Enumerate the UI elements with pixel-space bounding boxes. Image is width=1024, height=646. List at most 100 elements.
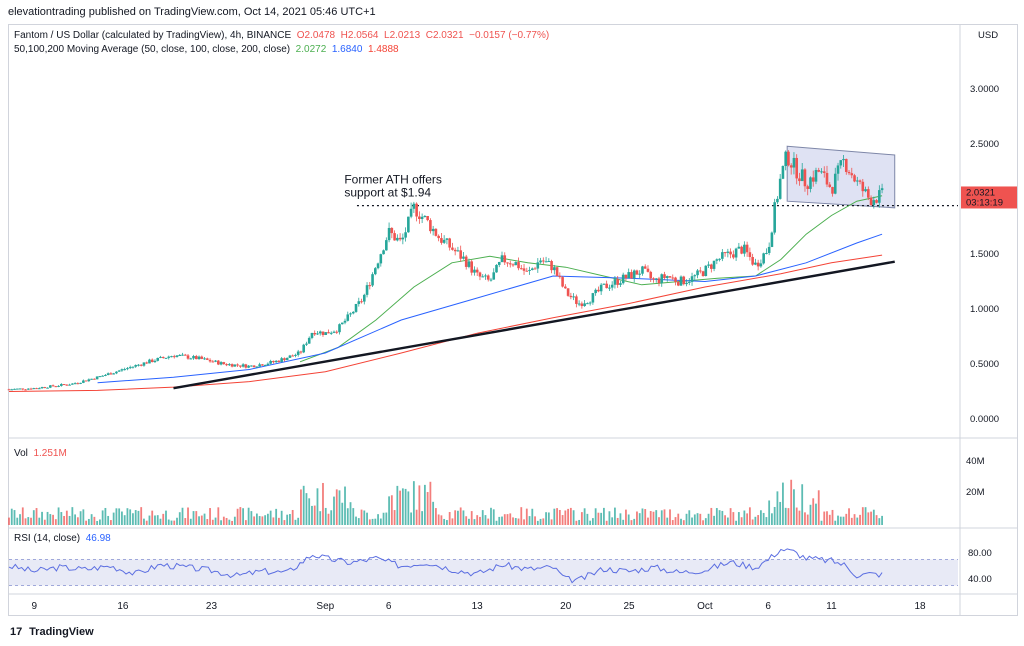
candle-body[interactable] [104,374,107,376]
candle-body[interactable] [718,258,721,260]
volume-bar[interactable] [762,512,765,525]
volume-bar[interactable] [93,516,96,525]
volume-bar[interactable] [170,520,173,525]
volume-bar[interactable] [305,493,308,525]
volume-bar[interactable] [470,511,473,525]
volume-bar[interactable] [861,507,864,525]
candle-body[interactable] [46,387,49,389]
volume-bar[interactable] [418,485,421,525]
volume-bar[interactable] [165,510,167,525]
candle-body[interactable] [313,332,317,335]
candle-body[interactable] [511,264,515,266]
candle-body[interactable] [440,238,443,243]
candle-body[interactable] [175,355,179,357]
volume-bar[interactable] [289,514,291,525]
volume-bar[interactable] [379,518,382,525]
volume-bar[interactable] [140,507,143,525]
candle-body[interactable] [258,364,261,367]
volume-bar[interactable] [401,488,404,525]
candle-body[interactable] [57,385,60,387]
candle-body[interactable] [701,271,705,277]
candle-body[interactable] [464,256,468,267]
volume-bar[interactable] [757,515,760,525]
volume-bar[interactable] [578,519,581,525]
volume-bar[interactable] [531,508,534,525]
candle-body[interactable] [699,270,702,272]
volume-bar[interactable] [181,507,184,525]
volume-bar[interactable] [845,513,848,525]
candle-body[interactable] [643,266,647,269]
candle-body[interactable] [332,331,336,333]
candle-body[interactable] [566,288,570,296]
volume-bar[interactable] [30,517,32,525]
candle-body[interactable] [120,369,124,371]
candle-body[interactable] [597,289,600,292]
volume-bar[interactable] [13,510,16,525]
volume-bar[interactable] [809,504,812,525]
volume-bar[interactable] [867,512,870,525]
candle-body[interactable] [382,250,385,255]
ma200-line[interactable] [8,254,883,392]
candle-body[interactable] [867,189,870,198]
volume-bar[interactable] [209,508,211,525]
volume-bar[interactable] [404,488,407,525]
volume-bar[interactable] [815,503,817,525]
candle-body[interactable] [178,354,182,356]
candle-body[interactable] [222,362,226,365]
volume-bar[interactable] [24,518,27,525]
volume-bar[interactable] [795,507,798,525]
candle-body[interactable] [437,235,440,239]
volume-bar[interactable] [688,510,691,525]
volume-bar[interactable] [787,508,790,525]
candle-body[interactable] [346,314,350,321]
volume-bar[interactable] [407,491,410,525]
volume-bar[interactable] [148,515,151,525]
volume-bar[interactable] [790,479,793,525]
volume-bar[interactable] [580,512,583,525]
candle-body[interactable] [7,389,11,391]
candle-body[interactable] [497,261,501,265]
volume-bar[interactable] [203,513,206,525]
volume-bar[interactable] [399,490,401,525]
candle-body[interactable] [181,354,184,356]
volume-bar[interactable] [448,512,451,525]
candle-body[interactable] [784,151,787,167]
volume-bar[interactable] [776,491,779,525]
candle-body[interactable] [872,200,876,205]
volume-bar[interactable] [495,520,498,525]
candle-body[interactable] [492,272,496,280]
candle-body[interactable] [197,356,201,360]
candle-body[interactable] [833,173,837,194]
candle-body[interactable] [228,364,231,366]
candle-body[interactable] [340,322,344,325]
volume-bar[interactable] [110,520,112,525]
volume-bar[interactable] [638,513,641,525]
volume-bar[interactable] [779,501,782,525]
volume-bar[interactable] [806,514,809,525]
candle-body[interactable] [676,281,680,286]
candle-body[interactable] [274,360,278,363]
candle-body[interactable] [583,303,586,307]
candle-body[interactable] [710,264,713,269]
volume-bar[interactable] [484,515,487,525]
volume-bar[interactable] [151,510,154,525]
candle-body[interactable] [506,262,509,264]
volume-bar[interactable] [614,507,616,525]
volume-bar[interactable] [366,512,368,525]
candle-body[interactable] [858,180,862,182]
volume-bar[interactable] [410,512,413,525]
candle-body[interactable] [539,260,542,263]
volume-bar[interactable] [655,510,658,525]
volume-bar[interactable] [275,508,278,525]
candle-body[interactable] [434,228,438,236]
candle-body[interactable] [385,240,388,251]
candle-body[interactable] [657,278,661,284]
candle-body[interactable] [418,216,421,219]
volume-bar[interactable] [123,515,126,525]
volume-bar[interactable] [680,518,682,525]
volume-bar[interactable] [457,510,459,525]
candle-body[interactable] [192,356,195,359]
volume-bar[interactable] [630,520,633,525]
volume-bar[interactable] [167,519,170,525]
